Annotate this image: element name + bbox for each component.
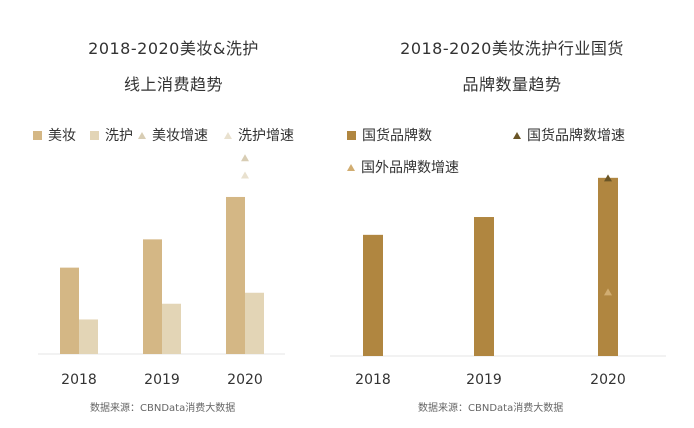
right-chart-plot: 2018 2019 2020: [330, 174, 666, 388]
x-tick-label-2019: 2019: [144, 372, 180, 388]
right-chart-panel: 2018-2020美妆洗护行业国货 品牌数量趋势 国货品牌数 国货品牌数增速 国…: [330, 0, 694, 428]
x-tick-label-2018: 2018: [61, 372, 97, 388]
bar-洗护-2018: [79, 319, 98, 354]
marker-国货品牌数增速-2020: [604, 174, 612, 182]
bar-美妆-2020: [226, 196, 245, 354]
x-tick-label-2018: 2018: [355, 372, 391, 388]
legend-item-skincare: 洗护: [90, 125, 133, 145]
legend-item-skincare-growth: 洗护增速: [224, 125, 294, 145]
bar-美妆-2018: [60, 267, 79, 354]
legend-label-foreign-growth: 国外品牌数增速: [361, 160, 459, 176]
legend-triangle-skincare-growth: [224, 132, 232, 139]
x-tick-label-2019: 2019: [466, 372, 502, 388]
bar-国货品牌数-2020: [598, 177, 618, 356]
legend-swatch-domestic-brands: [347, 131, 356, 140]
legend-triangle-domestic-growth: [513, 132, 521, 139]
x-tick-label-2020: 2020: [227, 372, 263, 388]
marker-美妆增速-2020: [241, 154, 249, 162]
legend-label-domestic-brands: 国货品牌数: [362, 128, 432, 144]
legend-label-beauty-growth: 美妆增速: [152, 128, 208, 144]
bar-国货品牌数-2018: [363, 234, 383, 356]
legend-item-domestic-brands: 国货品牌数: [347, 125, 432, 145]
left-chart-panel: 2018-2020美妆&洗护 线上消费趋势 美妆 洗护 美妆增速 洗护增速 20…: [33, 39, 294, 414]
legend-label-domestic-growth: 国货品牌数增速: [527, 128, 625, 144]
left-chart-title-line-2: 线上消费趋势: [123, 75, 223, 94]
left-source-note: 数据来源：CBNData消费大数据: [90, 403, 236, 414]
bar-洗护-2020: [245, 292, 264, 354]
right-chart-title-line-2: 品牌数量趋势: [462, 75, 562, 94]
bar-国货品牌数-2019: [474, 217, 494, 356]
legend-item-foreign-growth: 国外品牌数增速: [347, 157, 459, 177]
legend-item-beauty-growth: 美妆增速: [138, 125, 208, 145]
marker-洗护增速-2020: [241, 171, 249, 179]
legend-swatch-beauty: [33, 131, 42, 140]
legend-triangle-foreign-growth: [347, 164, 355, 171]
x-tick-label-2020: 2020: [590, 372, 626, 388]
left-chart-title-line-1: 2018-2020美妆&洗护: [88, 39, 259, 58]
left-chart-plot: 2018 2019 2020: [38, 154, 285, 388]
legend-swatch-skincare: [90, 131, 99, 140]
legend-label-skincare: 洗护: [105, 128, 133, 144]
bar-洗护-2019: [162, 303, 181, 354]
right-source-note: 数据来源：CBNData消费大数据: [418, 403, 564, 414]
marker-国外品牌数增速-2020: [604, 288, 612, 296]
legend-triangle-beauty-growth: [138, 132, 146, 139]
bar-美妆-2019: [143, 239, 162, 354]
legend-label-beauty: 美妆: [48, 128, 76, 144]
right-chart-title-line-1: 2018-2020美妆洗护行业国货: [400, 39, 624, 58]
legend-label-skincare-growth: 洗护增速: [238, 128, 294, 144]
legend-item-beauty: 美妆: [33, 125, 76, 145]
legend-item-domestic-growth: 国货品牌数增速: [513, 125, 625, 145]
